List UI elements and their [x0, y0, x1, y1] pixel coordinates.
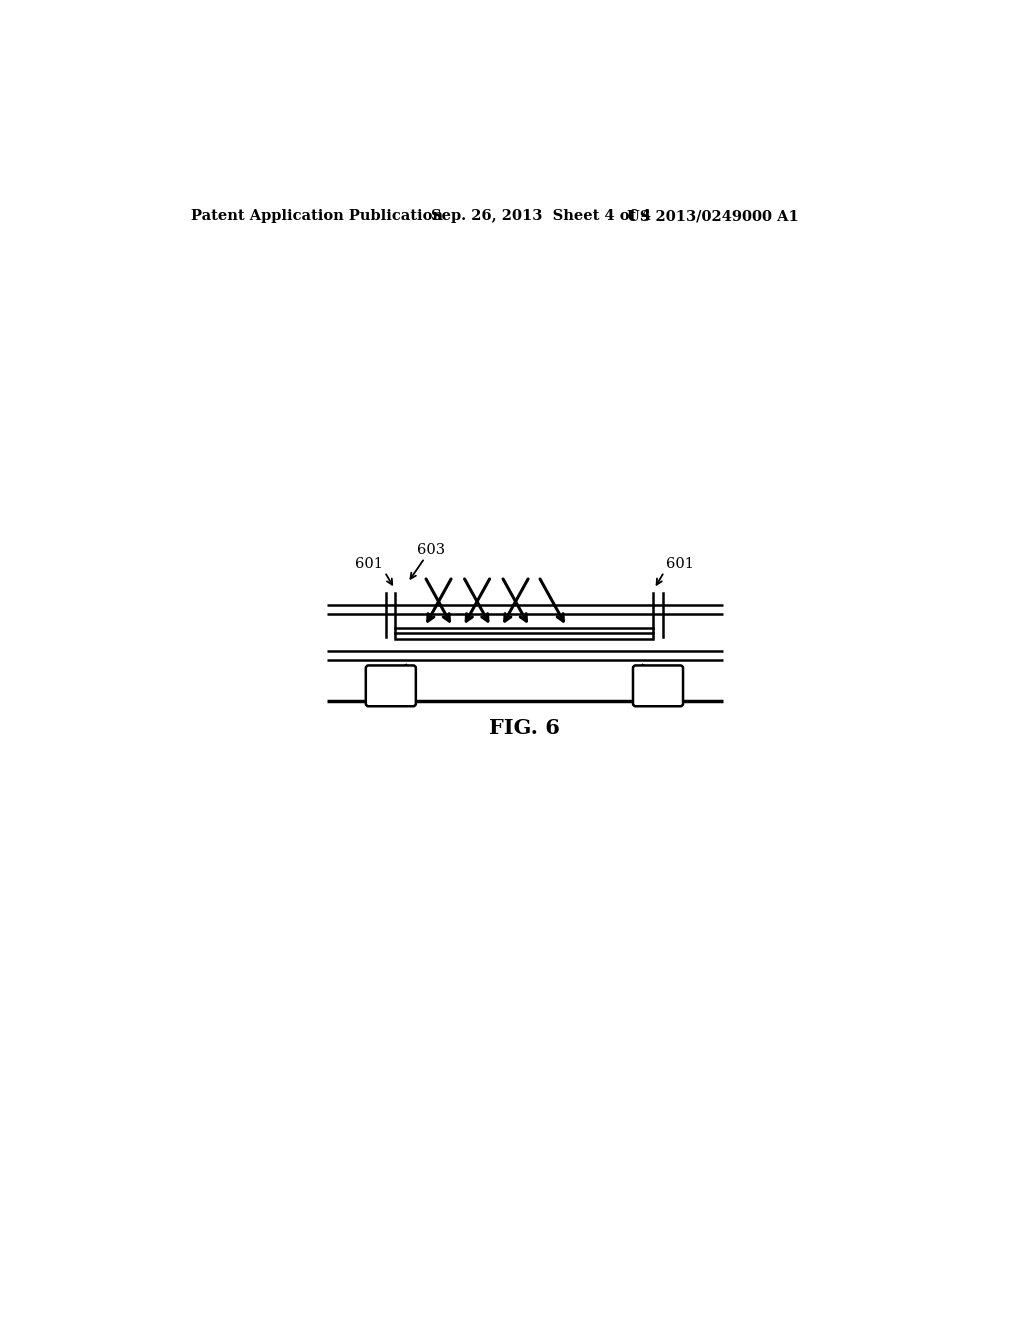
Text: FIG. 6: FIG. 6	[489, 718, 560, 738]
FancyBboxPatch shape	[633, 665, 683, 706]
Text: 601: 601	[355, 557, 383, 572]
Text: Patent Application Publication: Patent Application Publication	[190, 209, 442, 223]
Text: 601: 601	[666, 557, 693, 572]
Text: 603: 603	[417, 544, 444, 557]
Text: Sep. 26, 2013  Sheet 4 of 4: Sep. 26, 2013 Sheet 4 of 4	[431, 209, 651, 223]
Text: US 2013/0249000 A1: US 2013/0249000 A1	[628, 209, 799, 223]
FancyBboxPatch shape	[366, 665, 416, 706]
